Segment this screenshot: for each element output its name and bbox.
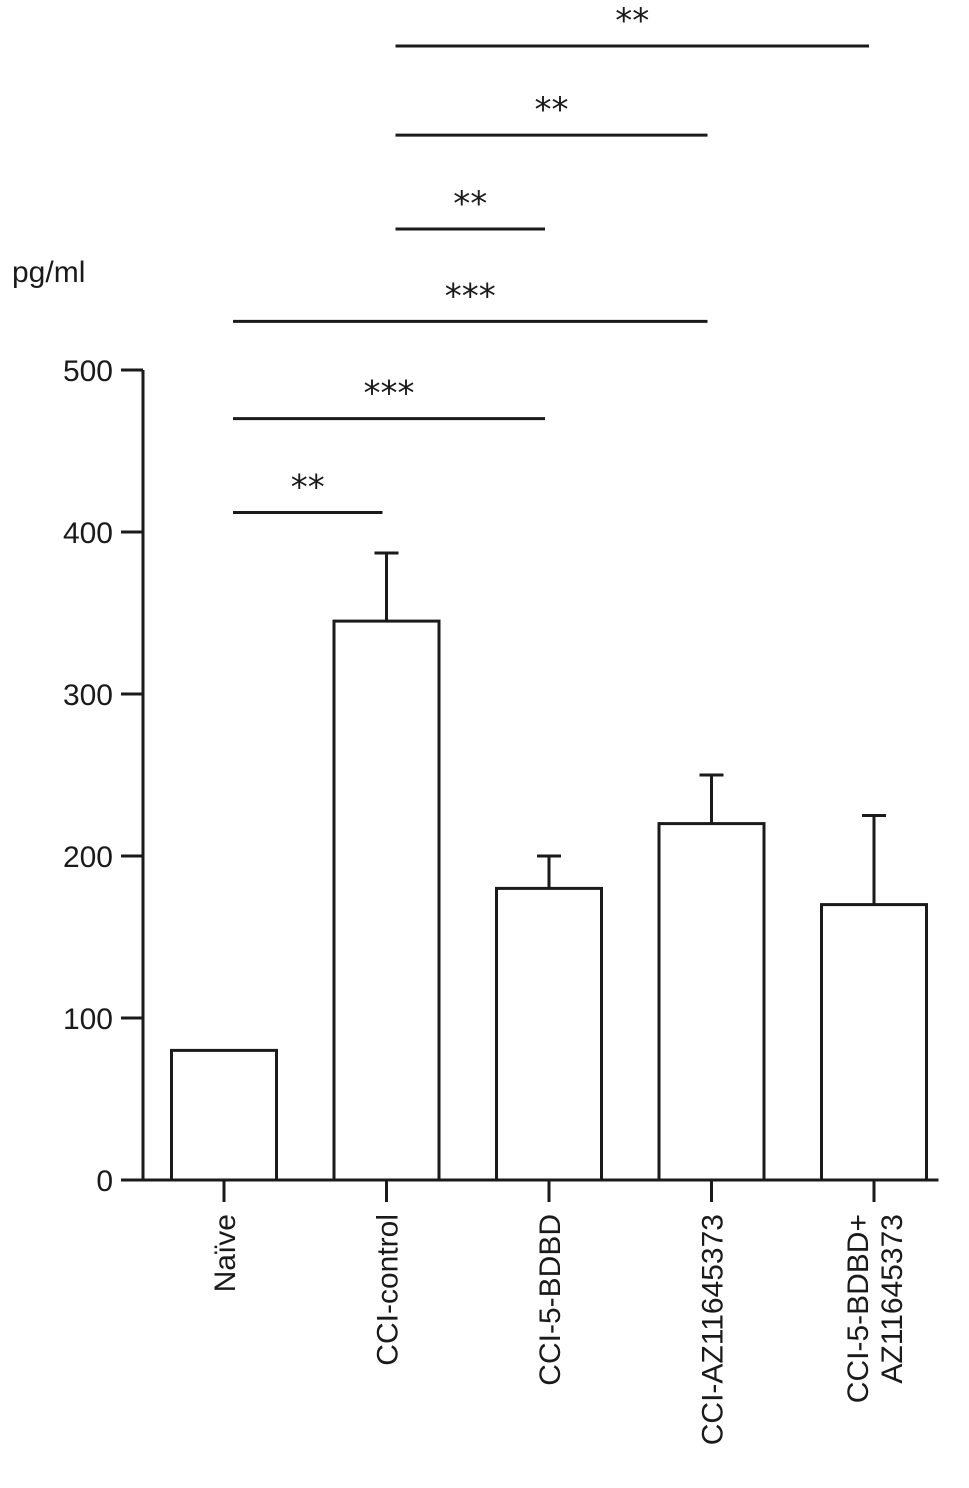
category-label-line: CCI-AZ11645373 xyxy=(697,1214,730,1445)
significance-label: *** xyxy=(445,276,496,316)
bars xyxy=(170,619,928,1182)
category-label: CCI-5-BDBD xyxy=(534,1214,567,1386)
category-labels: Naïve CCI-control CCI-5-BDBD CCI-AZ11645373… xyxy=(209,1180,909,1445)
bar xyxy=(332,619,441,1182)
bar xyxy=(495,886,603,1182)
y-tick-label: 300 xyxy=(63,679,113,712)
category-label: Naïve xyxy=(209,1214,242,1292)
category-label-line: CCI-5-BDBD xyxy=(534,1214,567,1386)
y-tick-label: 400 xyxy=(63,517,113,550)
category-label: CCI-AZ11645373 xyxy=(697,1214,730,1445)
category-label: CCI-5-BDBD+ AZ11645373 xyxy=(842,1214,909,1403)
bar xyxy=(657,822,766,1182)
significance-label: *** xyxy=(364,374,415,414)
category-label-line: AZ11645373 xyxy=(876,1214,909,1384)
bar xyxy=(170,1048,278,1182)
y-axis-unit-label: pg/ml xyxy=(12,256,85,289)
y-tick-label: 500 xyxy=(63,355,113,388)
y-tick-label: 100 xyxy=(63,1003,113,1036)
significance-label: ** xyxy=(615,1,649,41)
error-bars xyxy=(374,551,886,905)
category-label-line: CCI-control xyxy=(372,1214,405,1366)
category-label: CCI-control xyxy=(372,1214,405,1366)
significance-label: ** xyxy=(291,468,325,508)
significance-label: ** xyxy=(535,90,569,130)
significance-brackets: ************** xyxy=(233,1,869,515)
significance-label: ** xyxy=(453,184,487,224)
category-label-line: Naïve xyxy=(209,1214,242,1292)
y-tick-label: 0 xyxy=(96,1165,113,1198)
category-label-line: CCI-5-BDBD+ xyxy=(842,1214,875,1403)
bar xyxy=(820,903,928,1182)
y-tick-label: 200 xyxy=(63,841,113,874)
